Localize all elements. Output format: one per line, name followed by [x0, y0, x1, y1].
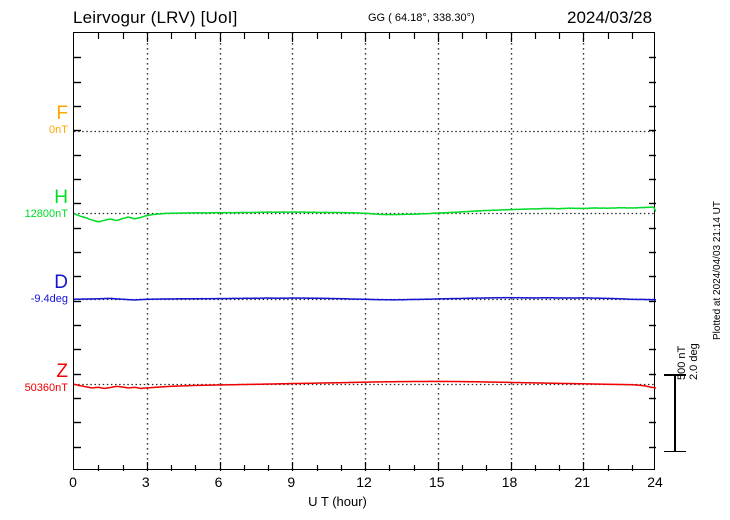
station-title: Leirvogur (LRV) [UoI] — [73, 8, 238, 27]
component-symbol-H: H — [54, 187, 68, 208]
geographic-coordinates: GG ( 64.18°, 338.30°) — [368, 12, 475, 24]
x-tick-3: 3 — [141, 474, 150, 490]
x-tick-18: 18 — [501, 474, 518, 490]
plotted-timestamp: Plotted at 2024/04/03 21:14 UT — [712, 201, 723, 340]
scale-bar-label-deg: 2.0 deg — [688, 343, 700, 380]
component-baseline-D: -9.4deg — [30, 293, 68, 305]
trace-D — [74, 296, 656, 301]
component-label-F: F 0nT — [8, 104, 68, 137]
x-tick-6: 6 — [214, 474, 223, 490]
x-axis-title-text: U T (hour) — [308, 494, 367, 509]
x-tick-0: 0 — [69, 474, 77, 490]
scale-bar-label-nt: 500 nT — [676, 345, 688, 380]
component-symbol-F: F — [56, 103, 68, 124]
trace-H — [74, 206, 656, 223]
trace-Z — [74, 380, 656, 390]
scale-bar-bottom-cap — [664, 450, 686, 452]
component-label-D: D -9.4deg — [8, 273, 68, 306]
scale-bar-labels: 500 nT 2.0 deg — [676, 300, 700, 380]
scale-bar-line — [674, 374, 676, 452]
magnetogram-svg — [74, 33, 656, 471]
component-label-H: H 12800nT — [8, 188, 68, 221]
component-baseline-H: 12800nT — [24, 208, 68, 220]
component-label-Z: Z 50360nT — [8, 362, 68, 395]
x-tick-24: 24 — [647, 474, 663, 490]
observation-date: 2024/03/28 — [567, 8, 653, 27]
x-axis-title: U T (hour) — [0, 494, 730, 509]
x-tick-9: 9 — [287, 474, 296, 490]
magnetogram-plot-area — [73, 32, 656, 471]
component-baseline-Z: 50360nT — [24, 382, 68, 394]
x-tick-12: 12 — [356, 474, 372, 490]
scale-bar — [664, 374, 686, 452]
x-tick-15: 15 — [428, 474, 445, 490]
x-tick-21: 21 — [574, 474, 591, 490]
component-symbol-D: D — [54, 272, 68, 293]
component-symbol-Z: Z — [56, 361, 68, 382]
component-baseline-F: 0nT — [49, 124, 68, 136]
